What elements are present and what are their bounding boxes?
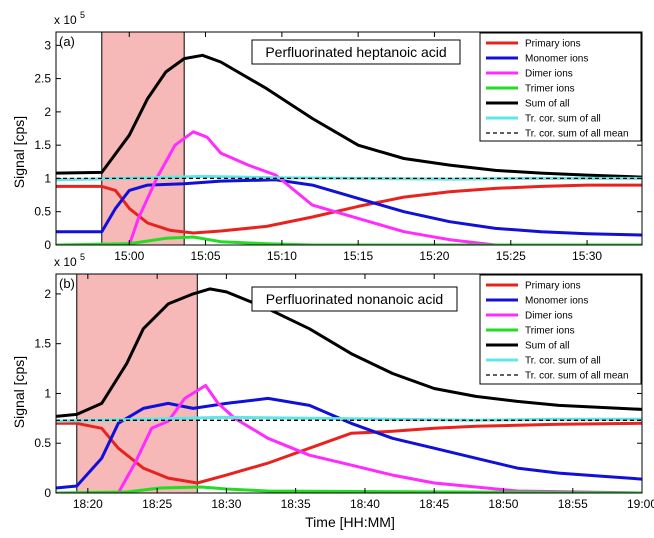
x-axis-label: Time [HH:MM] xyxy=(305,514,395,530)
y-axis-label-b: Signal [cps] xyxy=(11,356,27,428)
x-tick-label-a-5: 15:25 xyxy=(496,249,526,263)
y-exponent-b: 5 xyxy=(80,252,85,262)
y-tick-label-a-6: 3 xyxy=(44,38,51,52)
series-line-a-4 xyxy=(56,53,642,179)
panel-label-b: (b) xyxy=(59,276,75,291)
series-line-b-1 xyxy=(56,396,642,490)
x-tick-label-a-0: 15:00 xyxy=(114,249,144,263)
plot-frame-a xyxy=(55,31,643,246)
x-tick-label-b-4: 18:40 xyxy=(350,497,380,511)
legend-label-b-0: Primary ions xyxy=(525,281,581,292)
x-tick-label-b-8: 19:00 xyxy=(627,497,654,511)
series-line-a-1 xyxy=(56,178,642,237)
x-tick-label-a-2: 15:10 xyxy=(267,249,297,263)
y-tick-label-b-0: 0 xyxy=(44,486,51,500)
y-tick-label-a-4: 2 xyxy=(44,105,51,119)
y-tick-label-a-5: 2.5 xyxy=(34,72,51,86)
y-tick-label-a-2: 1 xyxy=(44,171,51,185)
y-tick-label-a-1: 0.5 xyxy=(34,205,51,219)
x-tick-label-b-0: 18:20 xyxy=(73,497,103,511)
series-line-b-0 xyxy=(56,421,642,485)
x-tick-label-b-3: 18:35 xyxy=(281,497,311,511)
y-multiplier-a: x 10 xyxy=(54,13,77,27)
legend-label-b-4: Sum of all xyxy=(525,341,569,352)
x-tick-label-b-5: 18:45 xyxy=(419,497,449,511)
chart-title-a: Perfluorinated heptanoic acid xyxy=(265,44,446,60)
x-tick-label-b-6: 18:50 xyxy=(488,497,518,511)
series-group-a xyxy=(56,53,642,245)
plot-frame-b xyxy=(55,273,643,494)
legend-label-a-3: Trimer ions xyxy=(525,84,575,95)
x-tick-label-b-7: 18:55 xyxy=(558,497,588,511)
series-line-a-0 xyxy=(56,183,642,235)
title-box-b xyxy=(251,286,458,312)
x-tick-label-a-1: 15:05 xyxy=(191,249,221,263)
series-line-b-3 xyxy=(56,485,642,493)
legend-label-a-0: Primary ions xyxy=(525,39,581,50)
y-tick-label-a-0: 0 xyxy=(44,238,51,252)
legend-label-b-3: Trimer ions xyxy=(525,326,575,337)
series-line-a-2 xyxy=(56,130,642,245)
chart-title-b: Perfluorinated nonanoic acid xyxy=(266,291,443,307)
x-tick-label-a-4: 15:20 xyxy=(419,249,449,263)
y-tick-label-b-4: 2 xyxy=(44,287,51,301)
legend-label-a-2: Dimer ions xyxy=(525,69,573,80)
y-axis-label-a: Signal [cps] xyxy=(11,116,27,188)
legend-label-b-1: Monomer ions xyxy=(525,296,588,307)
x-tick-label-a-3: 15:15 xyxy=(343,249,373,263)
y-multiplier-b: x 10 xyxy=(54,255,77,269)
legend-label-b-2: Dimer ions xyxy=(525,311,573,322)
legend-label-a-6: Tr. cor. sum of all mean xyxy=(525,129,629,140)
y-tick-label-b-2: 1 xyxy=(44,386,51,400)
legend-label-b-5: Tr. cor. sum of all xyxy=(525,356,601,367)
legend-label-a-5: Tr. cor. sum of all xyxy=(525,114,601,125)
y-tick-label-a-3: 1.5 xyxy=(34,138,51,152)
legend-label-b-6: Tr. cor. sum of all mean xyxy=(525,371,629,382)
title-box-a xyxy=(251,39,461,65)
y-exponent-a: 5 xyxy=(80,10,85,20)
legend-label-a-1: Monomer ions xyxy=(525,54,588,65)
x-tick-label-b-2: 18:30 xyxy=(211,497,241,511)
x-tick-label-a-6: 15:30 xyxy=(572,249,602,263)
panel-label-a: (a) xyxy=(59,34,75,49)
y-tick-label-b-1: 0.5 xyxy=(34,436,51,450)
series-line-b-5 xyxy=(56,415,642,423)
legend-label-a-4: Sum of all xyxy=(525,99,569,110)
y-tick-label-b-3: 1.5 xyxy=(34,337,51,351)
series-group-b xyxy=(56,287,642,493)
x-tick-label-b-1: 18:25 xyxy=(142,497,172,511)
